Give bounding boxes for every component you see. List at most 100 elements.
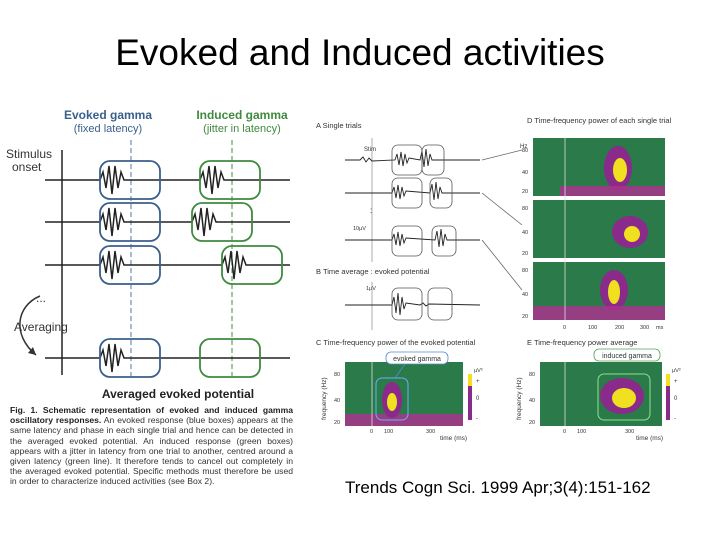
panel-e-cb-plus: +	[674, 379, 678, 385]
averaged-trace	[45, 343, 290, 373]
heatmap-d-1-low	[560, 186, 665, 196]
induced-subheader: (jitter in latency)	[203, 123, 281, 135]
panel-e-xtick-2: 300	[625, 429, 634, 435]
panel-a-trace-3	[345, 228, 480, 248]
panel-e-xtick-0: 0	[563, 429, 566, 435]
panel-a-dots: :	[370, 206, 372, 215]
panel-d-ytick-3c: 20	[522, 314, 528, 320]
panel-a-trace-2	[345, 181, 480, 201]
averaging-arrow-head	[28, 347, 36, 355]
right-figure: A Single trials Stim : 10µV B Time avera…	[316, 116, 681, 442]
panel-e-xtick-1: 100	[577, 429, 586, 435]
panel-b-evoked-box	[391, 287, 423, 321]
panel-c-ytick-2: 20	[334, 420, 340, 426]
heatmap-d-1-hot	[613, 158, 627, 182]
panel-c-ytick-0: 80	[334, 372, 340, 378]
figure-caption: Fig. 1. Schematic representation of evok…	[10, 405, 293, 487]
averaging-label: Averaging	[14, 320, 68, 334]
panel-e-freq-axis: frequency (Hz)	[516, 377, 523, 420]
slide-title: Evoked and Induced activities	[115, 32, 605, 73]
panel-d-xtick-3: 300	[640, 325, 649, 331]
panel-c-title: C Time-frequency power of the evoked pot…	[316, 338, 476, 347]
evoked-box-2	[99, 202, 161, 242]
panel-d-hz-label: Hz	[520, 144, 527, 150]
panel-a-induced-box-1	[421, 144, 445, 176]
panel-a-induced-box-2	[429, 177, 453, 209]
panel-e-ytick-1: 40	[529, 398, 535, 404]
evoked-gamma-tag-label: evoked gamma	[393, 356, 441, 363]
figure-caption-text: An evoked response (blue boxes) appears …	[10, 415, 293, 487]
induced-header: Induced gamma	[196, 108, 288, 122]
heatmap-d-3-low	[533, 306, 665, 320]
panel-e-cb-zero: 0	[674, 396, 678, 402]
panel-c-xtick-0: 0	[370, 429, 373, 435]
panel-d-ytick-1a: 80	[522, 148, 528, 154]
panel-e-colorbar-hot	[666, 374, 670, 386]
panel-a-title: A Single trials	[316, 121, 362, 130]
panel-d-ytick-3a: 80	[522, 268, 528, 274]
panel-e-time-axis: time (ms)	[636, 435, 663, 442]
panel-d-ytick-2c: 20	[522, 251, 528, 257]
panel-c-evoked-box	[375, 377, 409, 421]
induced-box-2	[191, 202, 253, 242]
panel-d-ytick-2a: 80	[522, 206, 528, 212]
evoked-subheader: (fixed latency)	[74, 123, 142, 135]
citation: Trends Cogn Sci. 1999 Apr;3(4):151-162	[345, 478, 651, 497]
panel-c-cb-zero: 0	[476, 396, 480, 402]
heatmap-d-2-hot	[624, 226, 640, 242]
panel-c-colorbar-hot	[468, 374, 472, 386]
arrow-a-d-1	[481, 149, 523, 161]
evoked-gamma-tag-pointer	[394, 363, 406, 379]
heatmap-c-hot	[387, 393, 397, 411]
arrow-a-d-2	[481, 192, 523, 226]
panel-d-ytick-1b: 40	[522, 170, 528, 176]
evoked-box-1	[99, 160, 161, 200]
panel-a-evoked-box-2	[391, 177, 423, 209]
panel-c-xtick-2: 300	[426, 429, 435, 435]
panel-d-ytick-3b: 40	[522, 292, 528, 298]
left-figure: Evoked gamma (fixed latency) Induced gam…	[6, 108, 290, 401]
panel-e-ytick-2: 20	[529, 420, 535, 426]
induced-box-1	[199, 160, 261, 200]
trial-traces	[45, 165, 290, 373]
panel-e-colorbar	[666, 374, 670, 420]
panel-c-colorbar	[468, 374, 472, 420]
induced-box-3	[221, 245, 283, 285]
evoked-gamma-tag	[385, 351, 449, 365]
panel-d-title: D Time-frequency power of each single tr…	[527, 116, 672, 125]
panel-e-ytick-0: 80	[529, 372, 535, 378]
panel-c-xtick-1: 100	[384, 429, 393, 435]
panel-d-ytick-1c: 20	[522, 189, 528, 195]
panel-c-ytick-1: 40	[334, 398, 340, 404]
panel-c-cb-minus: -	[476, 416, 478, 422]
heatmap-d-3-hot	[608, 280, 620, 304]
trial-trace-2	[45, 207, 290, 237]
panel-d-ytick-2b: 40	[522, 230, 528, 236]
panel-b-trace	[345, 292, 481, 316]
panel-a-evoked-box-3	[391, 225, 423, 257]
evoked-box-3	[99, 245, 161, 285]
panel-d-xtick-0: 0	[563, 325, 566, 331]
panel-a-induced-box-3	[431, 225, 457, 257]
induced-gamma-tag-label: induced gamma	[602, 353, 652, 360]
panel-c-freq-axis: frequency (Hz)	[321, 377, 328, 420]
evoked-header: Evoked gamma	[64, 108, 152, 122]
panel-d-ms-label: ms	[656, 325, 664, 331]
panel-b-title: B Time average : evoked potential	[316, 267, 430, 276]
panel-d-xtick-1: 100	[588, 325, 597, 331]
panel-a-scale-label: 10µV	[353, 226, 366, 232]
panel-b-induced-box	[427, 287, 453, 321]
panel-d-xtick-2: 200	[615, 325, 624, 331]
panel-c-uv-label: µV²	[474, 368, 483, 374]
ellipsis-dots: ...	[36, 291, 46, 305]
panel-a-trace-1	[345, 148, 480, 168]
trial-trace-1	[45, 165, 290, 195]
panel-b-scale-label: 1µV	[366, 286, 376, 292]
panel-e-cb-minus: -	[674, 416, 676, 422]
panel-c-cb-plus: +	[476, 379, 480, 385]
panel-e-induced-box	[597, 373, 651, 421]
panel-e-uv-label: µV²	[672, 368, 681, 374]
induced-gamma-tag	[593, 348, 661, 362]
arrow-a-d-3	[481, 239, 523, 291]
